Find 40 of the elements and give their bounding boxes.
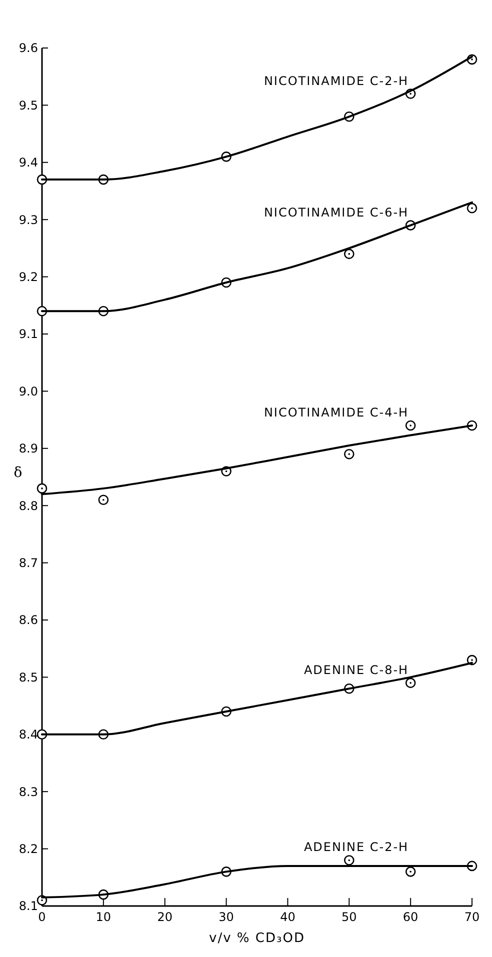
point xyxy=(98,494,109,506)
y-tick-label: 8.7 xyxy=(18,556,38,570)
point xyxy=(405,420,416,431)
y-tick-label: 9.4 xyxy=(18,156,38,170)
x-axis-title: v/v % CD₃OD xyxy=(209,931,305,946)
x-tick-label: 30 xyxy=(218,910,234,924)
x-tick-label: 60 xyxy=(402,910,418,924)
x-tick-label: 50 xyxy=(342,910,357,924)
y-tick-label: 8.2 xyxy=(18,842,38,856)
y-tick-label: 8.1 xyxy=(18,899,38,914)
y-tick-label: 9.0 xyxy=(18,384,38,398)
y-tick-label: 9.2 xyxy=(18,270,38,284)
y-axis-title: δ xyxy=(14,465,22,481)
y-tick-label: 8.6 xyxy=(18,613,38,628)
series-label: ADENINE C-8-H xyxy=(304,662,409,677)
series-label: ADENINE C-2-H xyxy=(304,840,409,854)
y-tick-label: 8.9 xyxy=(18,442,38,456)
x-tick-label: 70 xyxy=(464,910,480,924)
point xyxy=(344,248,354,260)
series-label: NICOTINAMIDE C-6-H xyxy=(264,205,409,220)
series-label: NICOTINAMIDE C-4-H xyxy=(264,406,409,420)
point xyxy=(36,483,48,494)
x-tick-label: 0 xyxy=(38,910,46,924)
y-tick-label: 8.4 xyxy=(18,728,38,742)
point xyxy=(466,203,478,214)
point xyxy=(405,866,416,877)
y-tick-label: 9.3 xyxy=(18,212,38,227)
x-tick-label: 20 xyxy=(157,910,172,924)
point xyxy=(344,855,354,866)
point xyxy=(344,448,354,460)
point xyxy=(405,678,416,688)
y-tick-label: 8.8 xyxy=(18,498,38,513)
x-tick-label: 40 xyxy=(280,910,296,924)
y-tick-label: 8.3 xyxy=(18,784,38,799)
y-tick-label: 9.5 xyxy=(18,98,38,112)
series-label: NICOTINAMIDE C-2-H xyxy=(264,74,409,88)
y-tick-label: 8.5 xyxy=(18,670,38,684)
x-tick-label: 10 xyxy=(96,910,112,924)
y-tick-label: 9.1 xyxy=(18,327,38,342)
y-tick-label: 9.6 xyxy=(18,41,38,56)
